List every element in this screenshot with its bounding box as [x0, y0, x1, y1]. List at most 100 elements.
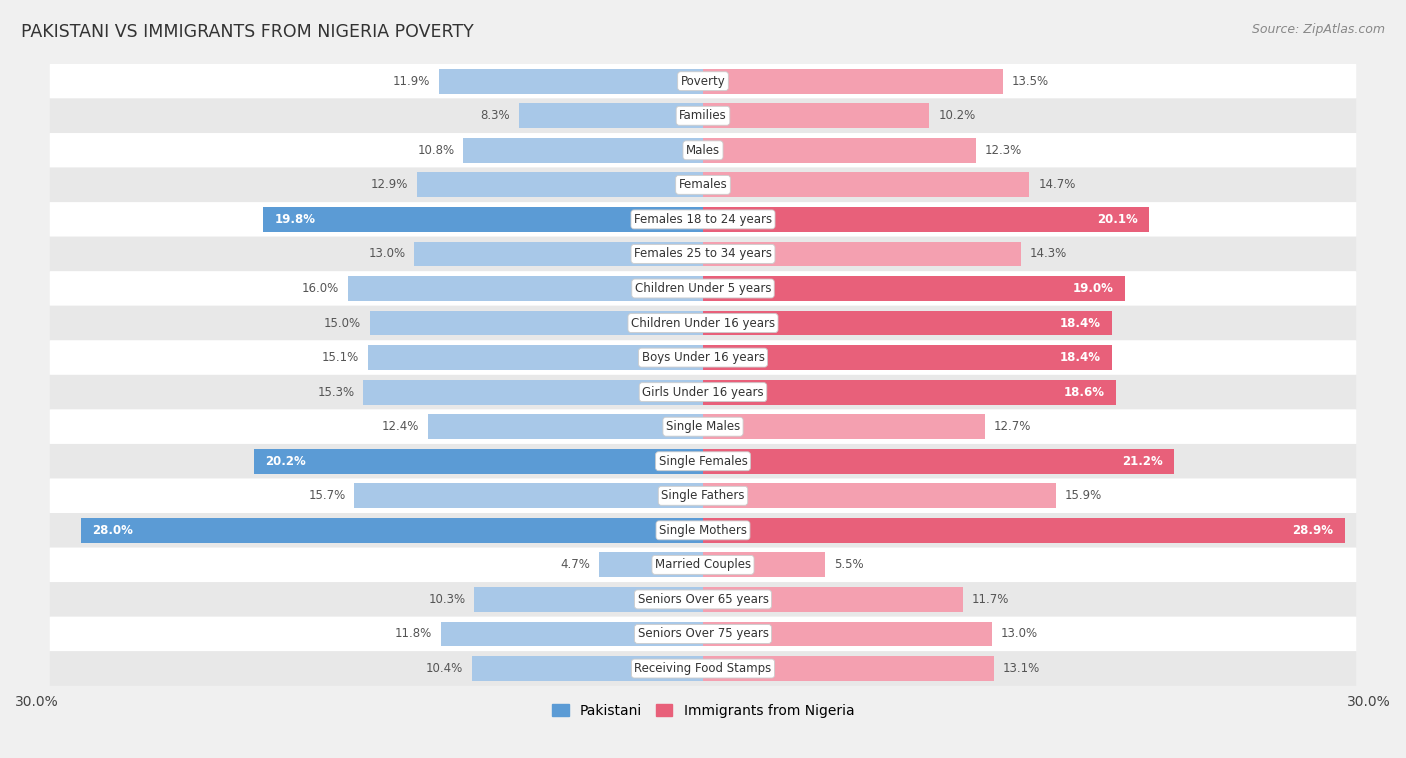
- Text: 10.8%: 10.8%: [418, 144, 454, 157]
- Text: 15.1%: 15.1%: [322, 351, 359, 364]
- Text: Married Couples: Married Couples: [655, 559, 751, 572]
- Bar: [263, 207, 703, 232]
- Text: 28.0%: 28.0%: [93, 524, 134, 537]
- FancyBboxPatch shape: [49, 202, 1357, 236]
- Bar: [703, 311, 1112, 336]
- Text: Single Males: Single Males: [666, 420, 740, 433]
- FancyBboxPatch shape: [49, 236, 1357, 271]
- Text: 18.4%: 18.4%: [1060, 351, 1101, 364]
- FancyBboxPatch shape: [49, 99, 1357, 133]
- Text: Children Under 16 years: Children Under 16 years: [631, 317, 775, 330]
- Text: 14.3%: 14.3%: [1029, 247, 1067, 261]
- Text: Single Mothers: Single Mothers: [659, 524, 747, 537]
- Bar: [416, 172, 703, 197]
- Text: 15.3%: 15.3%: [318, 386, 354, 399]
- Text: 12.3%: 12.3%: [986, 144, 1022, 157]
- Text: Single Fathers: Single Fathers: [661, 490, 745, 503]
- Bar: [472, 656, 703, 681]
- Text: Poverty: Poverty: [681, 75, 725, 88]
- Bar: [415, 242, 703, 266]
- Text: Girls Under 16 years: Girls Under 16 years: [643, 386, 763, 399]
- Text: Females 25 to 34 years: Females 25 to 34 years: [634, 247, 772, 261]
- Text: 20.1%: 20.1%: [1098, 213, 1139, 226]
- FancyBboxPatch shape: [49, 168, 1357, 202]
- FancyBboxPatch shape: [49, 305, 1357, 340]
- Text: PAKISTANI VS IMMIGRANTS FROM NIGERIA POVERTY: PAKISTANI VS IMMIGRANTS FROM NIGERIA POV…: [21, 23, 474, 41]
- Text: 13.1%: 13.1%: [1002, 662, 1040, 675]
- Bar: [703, 518, 1344, 543]
- Bar: [354, 484, 703, 508]
- FancyBboxPatch shape: [49, 409, 1357, 444]
- Bar: [703, 484, 1056, 508]
- Bar: [254, 449, 703, 474]
- Text: 15.0%: 15.0%: [323, 317, 361, 330]
- Text: Families: Families: [679, 109, 727, 122]
- Text: 19.0%: 19.0%: [1073, 282, 1114, 295]
- Bar: [703, 103, 929, 128]
- Bar: [463, 138, 703, 163]
- Bar: [474, 587, 703, 612]
- Text: 4.7%: 4.7%: [560, 559, 589, 572]
- Bar: [703, 242, 1021, 266]
- Bar: [368, 345, 703, 370]
- Bar: [599, 553, 703, 578]
- Text: Seniors Over 75 years: Seniors Over 75 years: [637, 628, 769, 641]
- Text: Females: Females: [679, 178, 727, 191]
- Bar: [439, 69, 703, 94]
- Bar: [703, 380, 1116, 405]
- Bar: [703, 207, 1149, 232]
- Text: 18.6%: 18.6%: [1064, 386, 1105, 399]
- FancyBboxPatch shape: [49, 375, 1357, 409]
- Bar: [703, 172, 1029, 197]
- Text: 12.4%: 12.4%: [381, 420, 419, 433]
- Bar: [363, 380, 703, 405]
- Text: 21.2%: 21.2%: [1122, 455, 1163, 468]
- Text: Boys Under 16 years: Boys Under 16 years: [641, 351, 765, 364]
- Text: 13.5%: 13.5%: [1012, 75, 1049, 88]
- Bar: [370, 311, 703, 336]
- Text: Single Females: Single Females: [658, 455, 748, 468]
- Text: 15.9%: 15.9%: [1064, 490, 1102, 503]
- Text: Children Under 5 years: Children Under 5 years: [634, 282, 772, 295]
- Text: 14.7%: 14.7%: [1038, 178, 1076, 191]
- Text: 8.3%: 8.3%: [481, 109, 510, 122]
- Bar: [519, 103, 703, 128]
- Text: 10.2%: 10.2%: [938, 109, 976, 122]
- FancyBboxPatch shape: [49, 271, 1357, 305]
- Text: 10.4%: 10.4%: [426, 662, 463, 675]
- FancyBboxPatch shape: [49, 582, 1357, 617]
- Text: 15.7%: 15.7%: [308, 490, 346, 503]
- Bar: [703, 415, 986, 439]
- Text: 18.4%: 18.4%: [1060, 317, 1101, 330]
- Bar: [427, 415, 703, 439]
- Text: Receiving Food Stamps: Receiving Food Stamps: [634, 662, 772, 675]
- Legend: Pakistani, Immigrants from Nigeria: Pakistani, Immigrants from Nigeria: [547, 698, 859, 723]
- Text: Females 18 to 24 years: Females 18 to 24 years: [634, 213, 772, 226]
- Bar: [703, 276, 1125, 301]
- Text: 20.2%: 20.2%: [266, 455, 307, 468]
- FancyBboxPatch shape: [49, 547, 1357, 582]
- Bar: [441, 622, 703, 647]
- Text: 11.8%: 11.8%: [395, 628, 432, 641]
- Bar: [703, 69, 1002, 94]
- Text: 10.3%: 10.3%: [429, 593, 465, 606]
- FancyBboxPatch shape: [49, 617, 1357, 651]
- Text: 13.0%: 13.0%: [368, 247, 405, 261]
- FancyBboxPatch shape: [49, 64, 1357, 99]
- Bar: [703, 587, 963, 612]
- Text: Seniors Over 65 years: Seniors Over 65 years: [637, 593, 769, 606]
- FancyBboxPatch shape: [49, 340, 1357, 375]
- Bar: [347, 276, 703, 301]
- FancyBboxPatch shape: [49, 133, 1357, 168]
- Text: 13.0%: 13.0%: [1001, 628, 1038, 641]
- Text: 11.9%: 11.9%: [392, 75, 430, 88]
- FancyBboxPatch shape: [49, 651, 1357, 686]
- FancyBboxPatch shape: [49, 444, 1357, 478]
- Bar: [703, 656, 994, 681]
- Bar: [703, 449, 1174, 474]
- Text: 16.0%: 16.0%: [302, 282, 339, 295]
- Text: 28.9%: 28.9%: [1292, 524, 1334, 537]
- Bar: [82, 518, 703, 543]
- FancyBboxPatch shape: [49, 478, 1357, 513]
- Bar: [703, 622, 991, 647]
